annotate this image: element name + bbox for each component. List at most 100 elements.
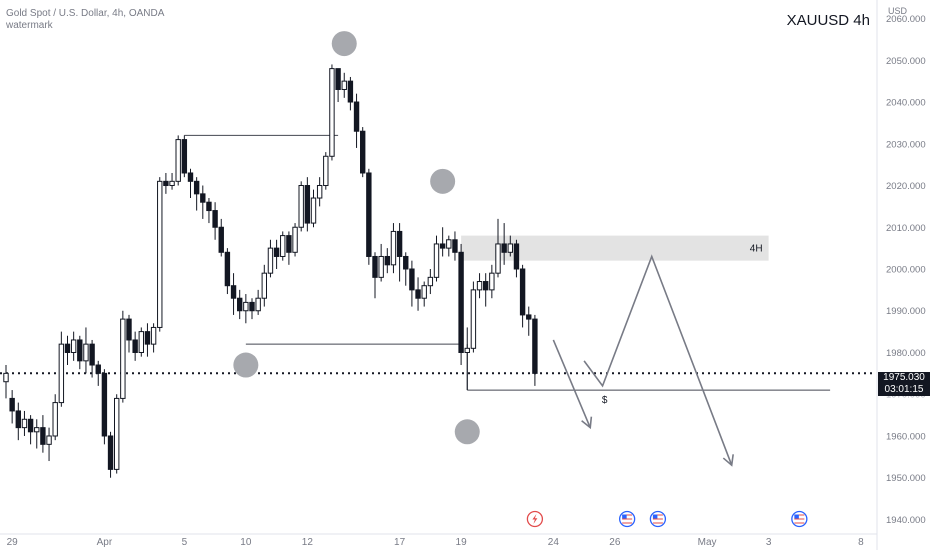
- candle: [458, 243, 464, 366]
- candle: [489, 264, 495, 299]
- zone-label: 4H: [750, 244, 763, 255]
- candle: [390, 223, 397, 274]
- candle-body: [519, 268, 526, 316]
- flag-stripe: [794, 516, 805, 518]
- us-flag-event-icon[interactable]: [649, 510, 667, 528]
- candle-body: [513, 243, 520, 270]
- candle-body: [218, 226, 224, 253]
- candle: [476, 273, 483, 299]
- candle: [261, 264, 268, 307]
- candle: [501, 223, 507, 265]
- candle: [286, 231, 292, 265]
- flag-canton: [622, 514, 627, 519]
- arrow-head: [581, 416, 593, 430]
- candle: [526, 306, 532, 336]
- candle-body: [390, 230, 397, 266]
- watermark-text: watermark: [6, 20, 53, 31]
- candle: [532, 314, 538, 386]
- candle-body: [280, 235, 286, 257]
- flag-stripe: [622, 514, 633, 516]
- candle-body: [532, 318, 538, 374]
- candle: [144, 323, 151, 357]
- lightning-glyph: [532, 514, 538, 524]
- candle: [366, 168, 372, 265]
- arrow-head: [722, 454, 734, 467]
- axis-currency-label: USD: [888, 6, 908, 16]
- flag-canton: [794, 514, 799, 519]
- candle-body: [157, 180, 163, 328]
- candle-body: [21, 418, 28, 429]
- y-tick-label: 1960.000: [886, 431, 926, 442]
- candle: [280, 231, 286, 261]
- us-flag-event-icon[interactable]: [791, 510, 808, 528]
- x-tick-label: 8: [858, 537, 864, 548]
- candle: [347, 76, 354, 111]
- candle-body: [273, 247, 280, 257]
- candle: [421, 281, 427, 307]
- candle-body: [138, 331, 145, 353]
- candle-body: [83, 343, 89, 362]
- liquidity-label: $: [602, 395, 608, 406]
- candle-body: [433, 243, 440, 278]
- x-tick-label: 29: [7, 537, 19, 548]
- candle-body: [212, 210, 218, 228]
- candle: [89, 339, 95, 378]
- candle: [230, 273, 237, 315]
- x-tick-label: 26: [609, 537, 621, 548]
- candle-body: [526, 314, 532, 320]
- candle: [513, 239, 520, 278]
- us-flag-event-icon[interactable]: [619, 510, 636, 528]
- projection-path: [583, 254, 733, 466]
- candle: [175, 135, 181, 186]
- candle: [316, 177, 323, 207]
- candle: [3, 365, 9, 399]
- flash-event-icon[interactable]: [526, 510, 544, 528]
- chart-title: XAUUSD 4h: [786, 12, 870, 29]
- flag-stripe: [794, 520, 805, 522]
- candle-body: [27, 418, 34, 433]
- candle: [224, 248, 231, 295]
- candle-body: [70, 339, 77, 353]
- candle-body: [310, 197, 317, 224]
- x-tick-label: 12: [302, 537, 314, 548]
- candle-body: [120, 318, 126, 399]
- candle: [243, 294, 249, 324]
- x-tick-label: 10: [240, 537, 252, 548]
- candle: [519, 264, 526, 328]
- candle: [237, 289, 243, 320]
- candle-body: [396, 230, 403, 257]
- candle-body: [163, 180, 169, 187]
- candle: [58, 331, 65, 407]
- current-price-tag: 1975.030 03:01:15: [878, 372, 930, 396]
- x-tick-label: 5: [182, 537, 188, 548]
- flag-stripe: [622, 516, 633, 518]
- x-tick-label: 24: [548, 537, 560, 548]
- candle-body: [237, 297, 243, 312]
- candle: [292, 223, 298, 257]
- supply-zone: [461, 235, 769, 261]
- candle: [40, 415, 46, 453]
- candle: [483, 273, 489, 307]
- candle-body: [292, 226, 298, 253]
- swing-marker: [233, 352, 259, 378]
- candle-body: [3, 372, 9, 383]
- candle-body: [114, 397, 120, 470]
- candle-body: [89, 343, 95, 366]
- candle-body: [169, 180, 175, 187]
- candle: [126, 314, 132, 353]
- candle: [439, 227, 446, 257]
- x-tick-label: May: [698, 537, 717, 548]
- y-tick-label: 1980.000: [886, 348, 926, 359]
- candle-body: [353, 101, 360, 132]
- candle: [341, 72, 347, 98]
- candle-body: [187, 172, 194, 182]
- flag-stripe: [652, 522, 663, 524]
- flag-stripe: [794, 518, 805, 520]
- candle-body: [476, 281, 483, 291]
- candle-body: [64, 343, 71, 353]
- candle: [77, 335, 83, 370]
- candle-body: [150, 326, 157, 345]
- candle-body: [193, 180, 200, 195]
